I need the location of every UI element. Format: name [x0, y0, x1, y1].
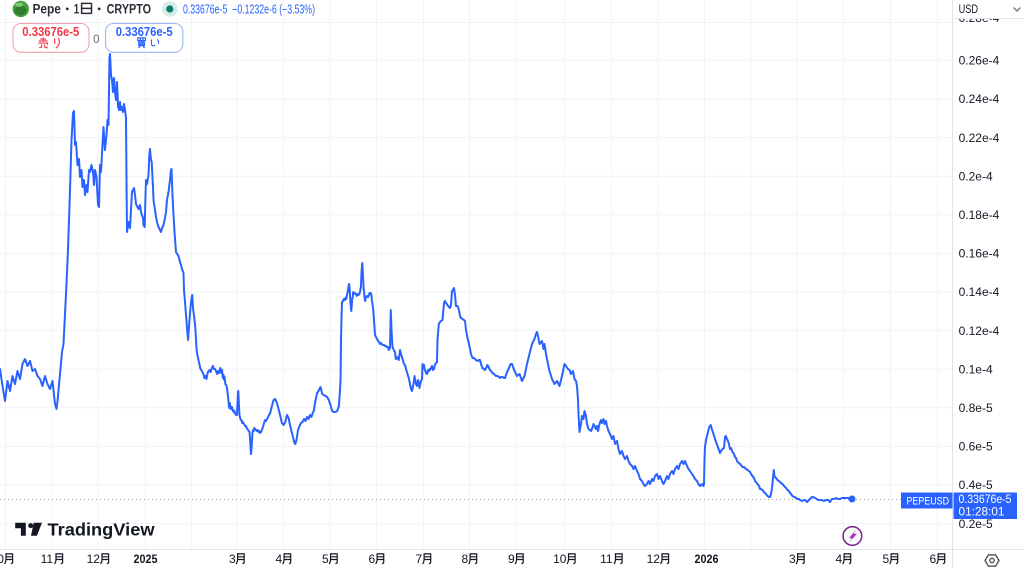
svg-text:0.2e-5: 0.2e-5: [959, 517, 993, 531]
svg-text:0.12e-4: 0.12e-4: [959, 324, 1000, 338]
svg-text:11: 11: [600, 552, 613, 566]
svg-text:0.26e-4: 0.26e-4: [959, 54, 1000, 68]
svg-text:0.16e-4: 0.16e-4: [959, 247, 1000, 261]
svg-text:PEPEUSD: PEPEUSD: [907, 496, 950, 508]
svg-text:TradingView: TradingView: [48, 520, 155, 540]
svg-text:0.6e-5: 0.6e-5: [959, 440, 993, 454]
svg-text:CRYPTO: CRYPTO: [107, 2, 152, 17]
svg-text:0.22e-4: 0.22e-4: [959, 131, 1000, 145]
svg-text:11: 11: [41, 552, 54, 566]
svg-text:0.33676e-5: 0.33676e-5: [116, 25, 173, 39]
svg-text:0.8e-5: 0.8e-5: [959, 401, 993, 415]
svg-text:0.2e-4: 0.2e-4: [959, 169, 993, 183]
svg-text:Pepe: Pepe: [33, 2, 62, 17]
svg-text:3: 3: [789, 552, 796, 566]
svg-text:4: 4: [276, 552, 283, 566]
svg-text:10: 10: [553, 552, 567, 566]
svg-text:6: 6: [930, 552, 937, 566]
svg-text:12: 12: [87, 552, 101, 566]
svg-text:0.4e-5: 0.4e-5: [959, 478, 993, 492]
svg-text:5: 5: [322, 552, 329, 566]
svg-text:0.24e-4: 0.24e-4: [959, 92, 1000, 106]
svg-text:8: 8: [462, 552, 469, 566]
svg-text:0.1e-4: 0.1e-4: [959, 362, 993, 376]
svg-text:7: 7: [416, 552, 423, 566]
svg-text:3: 3: [229, 552, 236, 566]
svg-text:4: 4: [836, 552, 843, 566]
svg-text:0.33676e-5: 0.33676e-5: [959, 494, 1012, 506]
svg-text:9: 9: [508, 552, 515, 566]
svg-text:2025: 2025: [134, 554, 159, 566]
svg-text:0.33676e-5 −0.1232e-6 (−3.53%: 0.33676e-5 −0.1232e-6 (−3.53%): [183, 2, 315, 16]
svg-text:USD: USD: [959, 2, 979, 16]
svg-text:01:28:01: 01:28:01: [959, 507, 1005, 519]
svg-text:12: 12: [647, 552, 661, 566]
svg-text:2026: 2026: [695, 554, 719, 566]
svg-text:10: 10: [0, 552, 4, 566]
svg-text:5: 5: [883, 552, 890, 566]
svg-text:0.18e-4: 0.18e-4: [959, 208, 1000, 222]
svg-text:1: 1: [74, 2, 80, 17]
svg-text:0.33676e-5: 0.33676e-5: [22, 25, 79, 39]
svg-text:0.14e-4: 0.14e-4: [959, 285, 1000, 299]
svg-text:6: 6: [369, 552, 376, 566]
svg-text:0: 0: [93, 34, 99, 46]
